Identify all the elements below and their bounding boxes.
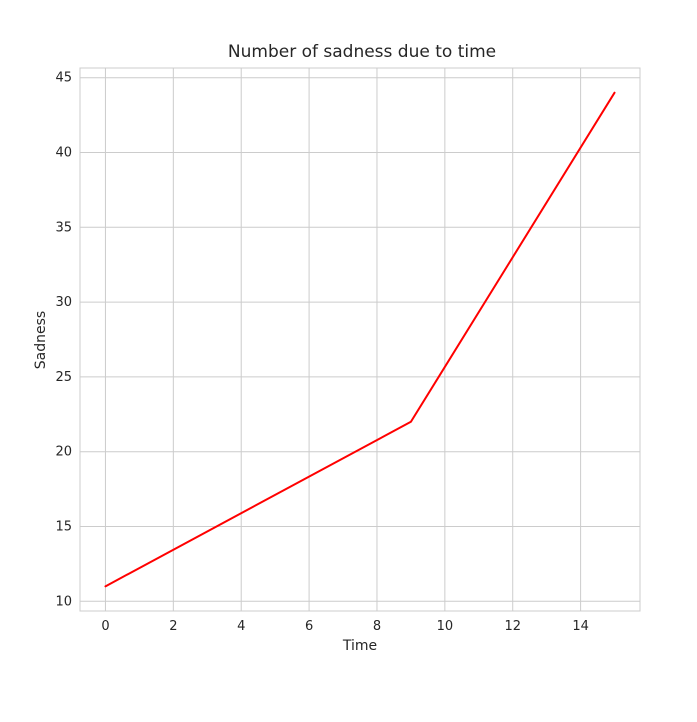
x-tick-label: 6 — [305, 619, 313, 634]
x-tick-label: 4 — [237, 619, 245, 634]
x-axis-ticks: 0 2 4 6 8 10 12 14 — [101, 619, 589, 634]
y-tick-label: 10 — [55, 594, 72, 609]
y-tick-label: 40 — [55, 146, 72, 161]
y-axis-ticks: 10 15 20 25 30 35 40 45 — [55, 71, 72, 610]
plot-frame — [79, 67, 641, 612]
x-tick-label: 2 — [169, 619, 177, 634]
x-tick-label: 12 — [504, 619, 521, 634]
y-tick-label: 45 — [55, 71, 72, 86]
series-layer — [104, 91, 616, 588]
x-tick-label: 14 — [572, 619, 589, 634]
grid — [80, 68, 640, 611]
y-tick-label: 15 — [55, 519, 72, 534]
y-axis-label: Sadness — [33, 311, 49, 369]
x-tick-label: 10 — [437, 619, 454, 634]
x-tick-label: 0 — [101, 619, 109, 634]
y-tick-label: 20 — [55, 445, 72, 460]
x-axis-label: Time — [342, 638, 377, 654]
y-tick-label: 35 — [55, 220, 72, 235]
x-tick-label: 8 — [373, 619, 381, 634]
y-tick-label: 30 — [55, 295, 72, 310]
chart-title: Number of sadness due to time — [228, 42, 496, 62]
series-line — [104, 91, 616, 588]
y-tick-label: 25 — [55, 370, 72, 385]
